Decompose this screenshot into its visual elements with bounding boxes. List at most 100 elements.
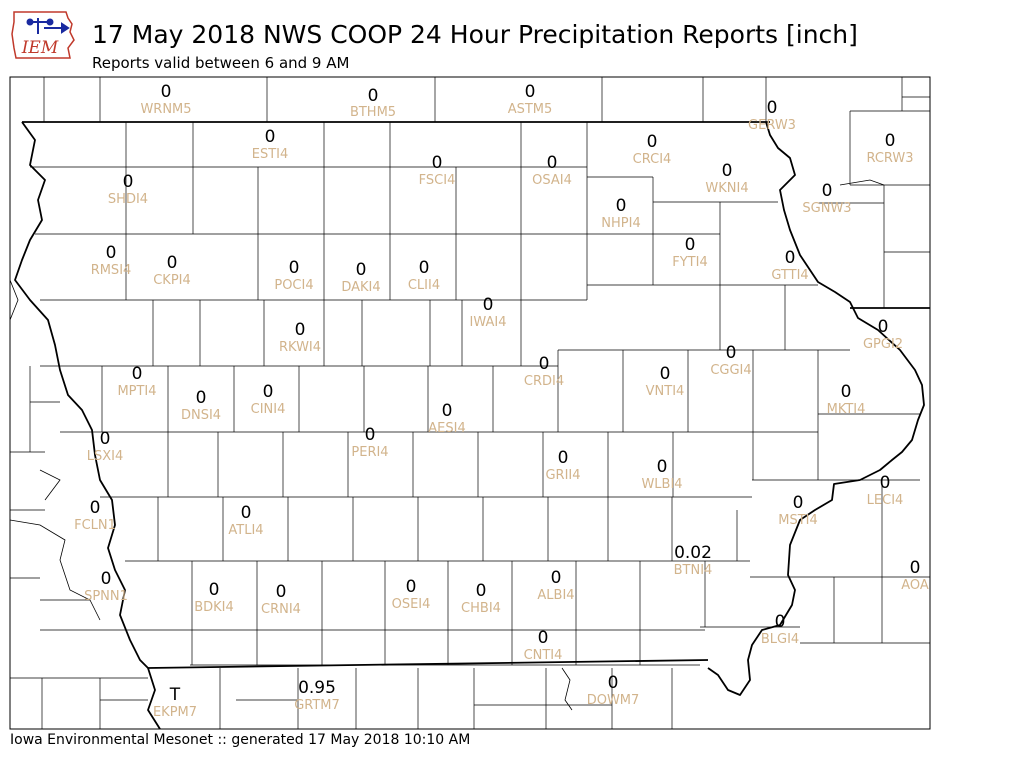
station-id: SPNN1 xyxy=(84,589,128,604)
station-value: 0 xyxy=(616,196,627,216)
station-id: LECI4 xyxy=(867,493,904,508)
station-value: 0 xyxy=(647,132,658,152)
station-id: BLGI4 xyxy=(761,632,799,647)
station-id: CNTI4 xyxy=(524,648,563,663)
station-value: 0 xyxy=(793,493,804,513)
station-value: 0 xyxy=(368,86,379,106)
station-id: EKPM7 xyxy=(153,705,197,720)
station-id: SGNW3 xyxy=(802,201,851,216)
station-value: 0 xyxy=(476,581,487,601)
station-value: 0 xyxy=(123,172,134,192)
station-value: 0 xyxy=(196,388,207,408)
station-value: 0 xyxy=(276,582,287,602)
station-id: BTHM5 xyxy=(350,105,396,120)
station-value: 0 xyxy=(538,628,549,648)
station-value: 0 xyxy=(406,577,417,597)
station-value: 0 xyxy=(241,503,252,523)
station-value: 0 xyxy=(483,295,494,315)
station-id: MPTI4 xyxy=(117,384,156,399)
station-value: 0.95 xyxy=(298,678,336,698)
station-value: 0 xyxy=(885,131,896,151)
station-id: PERI4 xyxy=(351,445,388,460)
station-value: 0 xyxy=(161,82,172,102)
station-id: CGGI4 xyxy=(710,363,751,378)
station-value: 0 xyxy=(101,569,112,589)
map-title: 17 May 2018 NWS COOP 24 Hour Precipitati… xyxy=(92,20,858,49)
station-id: AESI4 xyxy=(428,421,465,436)
station-id: CINI4 xyxy=(251,402,286,417)
iem-logo: IEM xyxy=(11,11,75,59)
station-id: CKPI4 xyxy=(153,273,191,288)
station-id: WRNM5 xyxy=(140,102,191,117)
station-value: 0 xyxy=(442,401,453,421)
station-value: 0 xyxy=(100,429,111,449)
station-value: 0 xyxy=(419,258,430,278)
station-id: DOWM7 xyxy=(587,693,640,708)
station-value: T xyxy=(169,685,181,705)
station-value: 0 xyxy=(880,473,891,493)
station-value: 0 xyxy=(785,248,796,268)
station-id: SHDI4 xyxy=(108,192,148,207)
station-value: 0 xyxy=(263,382,274,402)
rivers xyxy=(9,179,885,711)
logo-text: IEM xyxy=(21,38,59,58)
station-value: 0 xyxy=(726,343,737,363)
station-value: 0 xyxy=(90,498,101,518)
footer-credit: Iowa Environmental Mesonet :: generated … xyxy=(10,732,471,748)
station-value: 0 xyxy=(356,260,367,280)
station-id: CRCI4 xyxy=(633,152,672,167)
station-id: RMSI4 xyxy=(91,263,132,278)
station-value: 0 xyxy=(432,153,443,173)
map-frame xyxy=(9,76,931,730)
station-id: MSTI4 xyxy=(778,513,818,528)
station-id: RCRW3 xyxy=(866,151,913,166)
station-id: ESTI4 xyxy=(252,147,289,162)
station-id: ALBI4 xyxy=(537,588,574,603)
station-id: MKTI4 xyxy=(827,402,866,417)
station-value: 0 xyxy=(660,364,671,384)
station-id: DNSI4 xyxy=(181,408,221,423)
station-id: CRNI4 xyxy=(261,602,301,617)
station-value: 0 xyxy=(295,320,306,340)
station-value: 0 xyxy=(558,448,569,468)
station-id: FSCI4 xyxy=(419,173,456,188)
station-id: RKWI4 xyxy=(279,340,321,355)
station-id: LSXI4 xyxy=(87,449,124,464)
station-value: 0 xyxy=(539,354,550,374)
station-value: 0 xyxy=(289,258,300,278)
